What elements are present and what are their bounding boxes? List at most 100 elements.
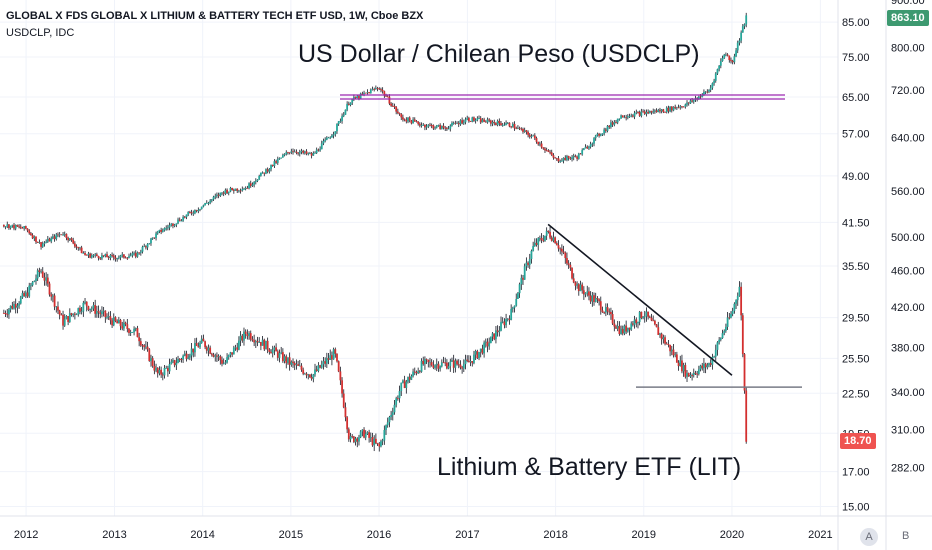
candle-body [637,321,639,324]
usdclp-candle [259,172,262,177]
candle-body [95,311,98,314]
candle-body [216,194,218,196]
lit-candle [36,268,39,282]
candle-body [396,111,399,114]
candle-body [352,96,355,100]
candle-body [713,356,715,358]
candle-body [123,322,125,329]
usdclp-candle [298,149,301,157]
usdclp-candle [405,117,408,124]
lit-candle [390,410,392,421]
usdclp-candle [155,231,157,241]
candle-body [711,357,714,365]
lit-candle [68,308,71,323]
candle-body [131,332,134,333]
usdclp-candle [111,252,113,258]
lit-candle [43,272,46,286]
usdclp-candle [544,146,546,153]
usdclp-candle [80,245,83,254]
lit-candle [151,356,154,368]
candle-body [14,224,17,229]
usdclp-candle [285,150,288,156]
lit-candle [689,372,692,379]
candle-body [380,89,382,90]
candle-body [48,283,51,295]
candle-body [324,139,327,141]
candle-body [586,146,589,149]
candle-body [329,137,332,139]
lit-candle [329,349,332,360]
candle-body [564,157,567,161]
lit-candle [493,333,496,341]
candle-body [643,316,646,318]
auto-scale-button[interactable]: A [860,528,878,546]
candle-body [741,315,744,355]
candle-body [106,254,108,258]
lit-candle [515,293,518,307]
candle-body [358,437,360,442]
usdclp-candle [180,219,183,222]
candle-body [625,325,628,332]
candle-body [708,363,710,366]
usdclp-candle [500,121,502,126]
lit-candle [280,346,283,355]
candle-body [620,115,622,119]
candle-body [621,328,624,334]
lit-candle [403,375,406,389]
candle-body [307,374,310,376]
lit-candle [139,338,142,347]
candle-body [300,365,303,370]
candle-body [451,122,453,126]
usdclp-candle [726,53,729,57]
usdclp-candle [214,193,217,200]
candle-body [489,120,492,124]
candle-body [383,91,386,96]
candle-body [435,363,438,366]
trendline[interactable] [547,223,733,376]
usdclp-candle [469,120,472,122]
usdclp-candle [733,53,736,65]
usdclp-candle [280,157,283,159]
candle-body [511,123,514,128]
candle-body [271,164,274,166]
candle-body [598,133,600,136]
year-tick-label: 2013 [102,529,126,541]
usdclp-candle [73,241,76,249]
candle-body [469,121,472,122]
candle-body [77,247,80,249]
log-scale-button[interactable]: B [902,530,910,542]
lit-candle [261,335,264,346]
lit-candle [129,329,132,337]
lit-candle [314,363,316,377]
usdclp-candle [437,124,440,127]
lit-candle [577,283,580,296]
candle-body [706,365,709,368]
lit-candle [481,344,484,355]
candle-body [148,349,151,362]
lit-candle [199,340,201,350]
lit-candle [559,247,562,255]
candle-body [418,371,421,373]
candle-body [413,119,416,122]
candle-body [510,126,513,128]
candle-body [716,69,719,74]
usdclp-candle [473,116,475,122]
candle-body [207,347,210,351]
usdclp-candle [94,252,97,258]
candle-body [555,243,558,246]
candle-body [241,189,244,191]
lit-annotation: Lithium & Battery ETF (LIT) [437,453,742,481]
lit-candle [270,348,272,354]
usdclp-candle [322,138,325,146]
candle-body [464,359,467,365]
usdclp-candle [192,210,195,216]
usdclp-candle [117,255,120,260]
candle-body [618,118,621,120]
usdclp-candle [368,92,371,94]
usdclp-candle [467,116,470,123]
candle-body [677,362,680,367]
lit-candle [528,253,531,270]
candle-body [72,240,75,244]
lit-candle [642,315,644,320]
